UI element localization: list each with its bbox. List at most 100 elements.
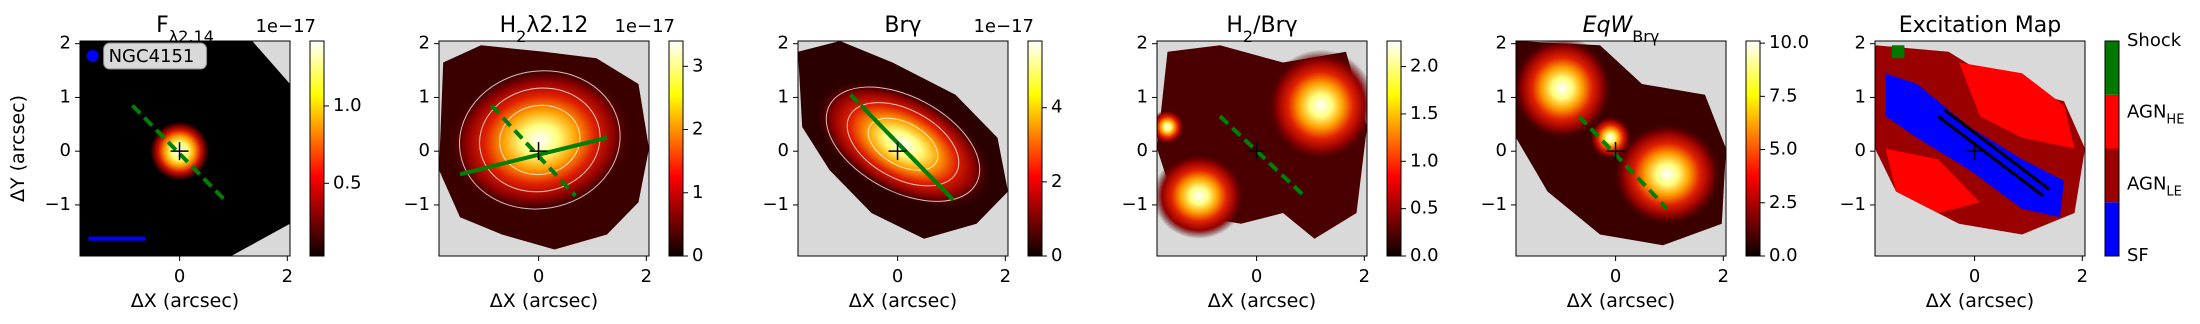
colorbar-tick-label: 1.0 bbox=[333, 95, 362, 116]
position-angle-line bbox=[1937, 115, 2044, 197]
y-tick-label: 2 bbox=[1137, 33, 1148, 54]
class-label: AGNLE bbox=[2127, 173, 2182, 199]
colorbar-tick-label: 1.0 bbox=[1410, 150, 1439, 171]
nucleus-cross bbox=[1606, 142, 1625, 161]
nucleus-cross bbox=[888, 142, 907, 161]
x-tick-label: 0 bbox=[1969, 266, 1980, 287]
position-angle-line bbox=[1218, 114, 1306, 198]
colorbar-tick-label: 5.0 bbox=[1769, 139, 1798, 160]
map-region bbox=[1891, 45, 1905, 59]
map-region bbox=[1959, 62, 2075, 149]
map-image bbox=[1516, 41, 1726, 256]
map-region bbox=[1885, 148, 1980, 213]
title-part: 2 bbox=[1243, 27, 1253, 46]
y-tick-label: 0 bbox=[1496, 140, 1507, 161]
x-axis-label: ΔX (arcsec) bbox=[1926, 290, 2034, 312]
colorbar bbox=[309, 40, 325, 257]
y-tick-label: −1 bbox=[1839, 194, 1866, 215]
panel-title: Fλ2.14 bbox=[156, 13, 214, 46]
scale-label: 68 pc bbox=[90, 211, 140, 232]
y-tick-label: 2 bbox=[778, 33, 789, 54]
frame bbox=[1874, 40, 2086, 257]
x-tick-label: 0 bbox=[174, 266, 185, 287]
map-image bbox=[439, 41, 649, 256]
y-tick-label: −1 bbox=[1480, 194, 1507, 215]
position-angle-line bbox=[1577, 114, 1669, 211]
colorbar-tick-label: 2.5 bbox=[1769, 192, 1798, 213]
colorbar-tick-label: 0 bbox=[692, 245, 703, 266]
panel-title: H2/Brγ bbox=[1226, 13, 1297, 46]
y-tick-label: 0 bbox=[419, 140, 430, 161]
class-sub: LE bbox=[2166, 184, 2181, 199]
x-tick-label: 2 bbox=[282, 266, 293, 287]
x-axis-label: ΔX (arcsec) bbox=[490, 290, 598, 312]
position-angle-line bbox=[1943, 108, 2051, 191]
class-name: AGN bbox=[2127, 102, 2166, 123]
colorbar-frame bbox=[2104, 40, 2120, 257]
emission bbox=[1589, 116, 1632, 160]
class-label: Shock bbox=[2127, 30, 2182, 51]
y-tick-label: 1 bbox=[1137, 86, 1148, 107]
y-axis-label: ΔY (arcsec) bbox=[7, 95, 29, 202]
colorbar-tick-label: 1.5 bbox=[1410, 103, 1439, 124]
colorbar-class bbox=[2105, 41, 2119, 95]
emission bbox=[1157, 109, 1185, 145]
colorbar-class bbox=[2105, 94, 2119, 149]
name-box bbox=[103, 42, 208, 70]
colorbar-tick-label: 0.0 bbox=[1410, 245, 1439, 266]
nucleus-cross bbox=[1965, 142, 1984, 161]
colorbar-tick-label: 3 bbox=[692, 55, 703, 76]
frame bbox=[1515, 40, 1727, 257]
y-tick-label: −1 bbox=[762, 194, 789, 215]
colorbar-offset: 1e−17 bbox=[614, 16, 675, 37]
panel-title: Brγ bbox=[884, 13, 921, 38]
title-part: λ2.12 bbox=[526, 13, 588, 38]
title-part: Brγ bbox=[884, 13, 921, 38]
title-part: EqW bbox=[1583, 13, 1634, 38]
x-tick-label: 2 bbox=[2077, 266, 2088, 287]
colorbar-offset: 1e−17 bbox=[255, 16, 316, 37]
y-tick-label: 2 bbox=[419, 33, 430, 54]
x-axis-label: ΔX (arcsec) bbox=[1208, 290, 1316, 312]
position-angle-line bbox=[459, 135, 608, 177]
title-part: H bbox=[500, 13, 517, 38]
y-tick-label: −1 bbox=[403, 194, 430, 215]
colorbar-class bbox=[2105, 202, 2119, 256]
y-tick-label: 1 bbox=[60, 86, 71, 107]
frame bbox=[79, 40, 291, 257]
nucleus-cross bbox=[170, 142, 189, 161]
colorbar bbox=[1745, 40, 1761, 257]
title-part: /Brγ bbox=[1253, 13, 1298, 38]
colorbar-tick-label: 4 bbox=[1051, 97, 1062, 118]
title-part: F bbox=[156, 13, 169, 38]
contour bbox=[867, 117, 939, 171]
x-tick-label: 2 bbox=[641, 266, 652, 287]
title-part: λ2.14 bbox=[169, 27, 214, 46]
map-image bbox=[1157, 41, 1367, 256]
colorbar-tick-label: 0.5 bbox=[1410, 198, 1439, 219]
colorbar-tick-label: 2 bbox=[692, 119, 703, 140]
emission bbox=[1266, 49, 1367, 162]
colorbar-offset: 1e−17 bbox=[973, 16, 1034, 37]
colorbar-tick-label: 2.0 bbox=[1410, 56, 1439, 77]
colorbar-tick-label: 10.0 bbox=[1769, 32, 1809, 53]
galaxy-name: NGC4151 bbox=[109, 46, 195, 67]
frame bbox=[438, 40, 650, 257]
contour bbox=[479, 87, 601, 193]
panel-title: H2λ2.12 bbox=[500, 13, 589, 46]
colorbar bbox=[1386, 40, 1402, 257]
nucleus-cross bbox=[1247, 142, 1266, 161]
x-tick-label: 2 bbox=[1000, 266, 1011, 287]
title-part: 2 bbox=[516, 27, 526, 46]
y-tick-label: 0 bbox=[60, 140, 71, 161]
colorbar-tick-label: 0.0 bbox=[1769, 245, 1798, 266]
emission bbox=[447, 66, 632, 214]
colorbar-tick-label: 2 bbox=[1051, 171, 1062, 192]
x-tick-label: 0 bbox=[1251, 266, 1262, 287]
y-tick-label: 1 bbox=[1855, 86, 1866, 107]
map-image bbox=[798, 41, 1008, 256]
colorbar-tick-label: 0.5 bbox=[333, 172, 362, 193]
y-tick-label: 0 bbox=[1855, 140, 1866, 161]
emission bbox=[1157, 152, 1246, 239]
